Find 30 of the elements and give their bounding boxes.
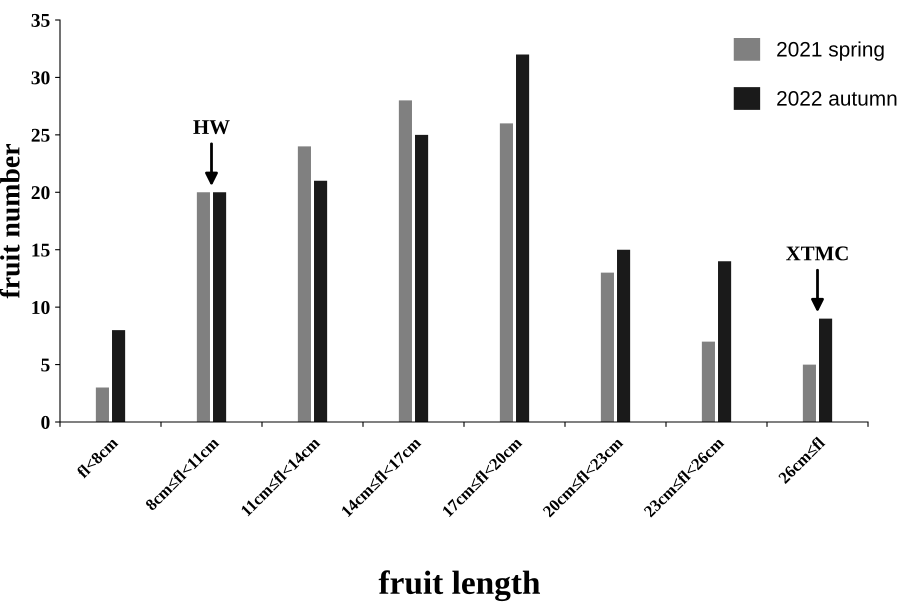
x-axis-title: fruit length <box>378 570 540 602</box>
annotation: HW <box>193 120 230 134</box>
legend-label: 2021 spring <box>777 41 884 61</box>
y-tick-label: 0 <box>41 416 50 429</box>
bar <box>718 261 732 422</box>
y-tick-label: 25 <box>32 128 50 142</box>
bar <box>112 330 126 422</box>
bar <box>213 192 226 422</box>
bar <box>314 180 328 422</box>
bar <box>819 318 832 422</box>
bar <box>96 388 109 422</box>
annotation: XTMC <box>786 246 848 260</box>
bar <box>500 123 513 422</box>
legend-label: 2022 autumn <box>777 91 896 106</box>
y-tick-label: 35 <box>32 14 50 27</box>
bar <box>398 100 412 422</box>
y-tick-label: 15 <box>32 244 50 257</box>
bar <box>415 134 428 422</box>
y-tick-label: 20 <box>32 186 50 200</box>
y-tick-label: 10 <box>32 300 50 314</box>
bar <box>298 146 311 422</box>
y-tick-label: 5 <box>41 358 50 372</box>
y-axis-title: fruit number <box>0 144 20 298</box>
y-tick-label: 30 <box>32 71 50 84</box>
bar <box>617 250 630 422</box>
bar <box>196 192 210 422</box>
bar <box>702 342 715 422</box>
bar <box>516 54 530 422</box>
bar <box>802 364 816 422</box>
bar <box>600 272 614 422</box>
